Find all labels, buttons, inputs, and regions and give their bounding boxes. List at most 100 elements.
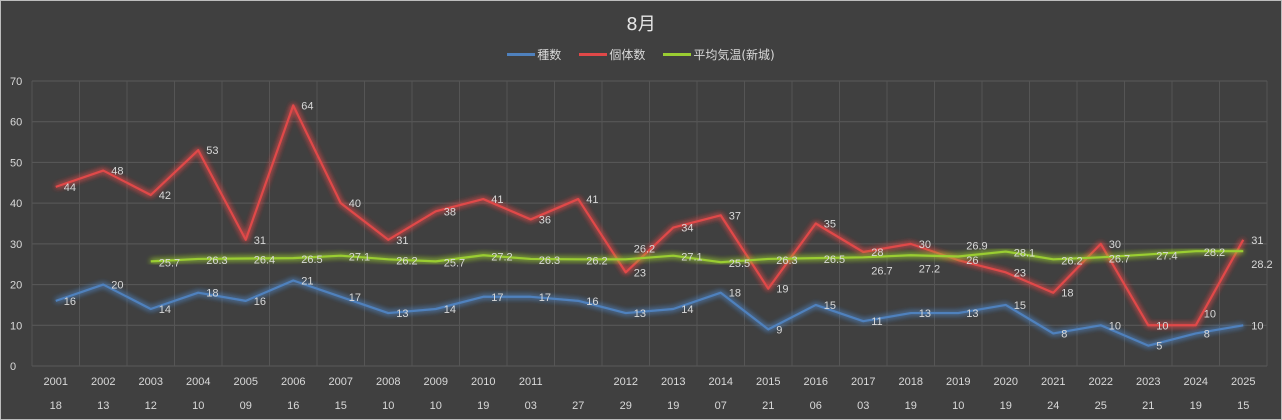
x-day-label: 19 <box>1190 400 1202 412</box>
data-label-2: 27.2 <box>919 263 940 275</box>
x-day-label: 06 <box>810 400 822 412</box>
data-label-2: 27.4 <box>1156 250 1177 262</box>
data-label-2: 28.2 <box>1251 259 1272 271</box>
x-year-label: 2016 <box>804 376 828 388</box>
data-label-1: 28 <box>871 247 883 259</box>
data-label-0: 8 <box>1061 328 1067 340</box>
legend-label-species: 種数 <box>537 48 562 62</box>
data-label-0: 5 <box>1156 341 1162 353</box>
x-day-label: 19 <box>477 400 489 412</box>
data-label-2: 26.3 <box>206 255 227 267</box>
x-year-label: 2005 <box>234 376 258 388</box>
data-label-0: 13 <box>966 308 978 320</box>
x-day-label: 19 <box>905 400 917 412</box>
x-year-label: 2017 <box>851 376 875 388</box>
x-year-label: 2022 <box>1089 376 1113 388</box>
data-label-0: 16 <box>254 296 266 308</box>
data-label-0: 8 <box>1204 328 1210 340</box>
data-label-1: 35 <box>824 219 836 231</box>
data-label-0: 15 <box>824 300 836 312</box>
x-year-label: 2012 <box>614 376 638 388</box>
series-line-1 <box>55 104 1245 327</box>
data-label-0: 13 <box>396 308 408 320</box>
chart-title: 8月 <box>626 14 656 35</box>
data-label-1: 31 <box>1251 235 1263 247</box>
x-year-label: 2018 <box>899 376 923 388</box>
x-year-label: 2011 <box>519 376 543 388</box>
data-label-0: 14 <box>444 304 456 316</box>
data-label-0: 14 <box>159 304 171 316</box>
x-day-label: 24 <box>1047 400 1059 412</box>
data-label-1: 40 <box>349 198 361 210</box>
data-label-1: 23 <box>634 267 646 279</box>
data-label-0: 21 <box>301 276 313 288</box>
x-day-label: 10 <box>430 400 442 412</box>
x-day-label: 12 <box>145 400 157 412</box>
data-label-1: 41 <box>491 194 503 206</box>
y-tick-label: 70 <box>10 76 22 88</box>
x-year-label: 2021 <box>1041 376 1065 388</box>
data-label-1: 38 <box>444 206 456 218</box>
data-label-1: 36 <box>539 214 551 226</box>
x-year-label: 2014 <box>709 376 733 388</box>
data-label-0: 17 <box>539 292 551 304</box>
x-day-label: 13 <box>97 400 109 412</box>
x-year-label: 2013 <box>661 376 685 388</box>
data-label-1: 34 <box>681 223 693 235</box>
x-year-label: 2007 <box>329 376 353 388</box>
data-label-0: 17 <box>491 292 503 304</box>
data-label-2: 27.1 <box>349 252 370 264</box>
x-day-label: 07 <box>715 400 727 412</box>
data-label-1: 10 <box>1156 320 1168 332</box>
data-label-2: 28.2 <box>1204 247 1225 259</box>
data-label-2: 27.1 <box>681 252 702 264</box>
data-label-2: 28.1 <box>1014 248 1035 260</box>
x-day-label: 29 <box>620 400 632 412</box>
x-year-label: 2023 <box>1136 376 1160 388</box>
legend-swatch-species <box>507 53 536 56</box>
data-label-0: 17 <box>349 292 361 304</box>
data-label-2: 26.2 <box>396 255 417 267</box>
data-label-2: 25.7 <box>159 257 180 269</box>
series-line-2 <box>150 250 1244 264</box>
data-label-1: 30 <box>919 239 931 251</box>
data-label-0: 15 <box>1014 300 1026 312</box>
x-year-label: 2002 <box>91 376 115 388</box>
data-label-0: 20 <box>111 280 123 292</box>
x-day-label: 15 <box>335 400 347 412</box>
x-year-label: 2001 <box>44 376 68 388</box>
y-tick-label: 10 <box>10 320 22 332</box>
data-label-0: 16 <box>64 296 76 308</box>
x-day-label: 16 <box>287 400 299 412</box>
x-day-label: 25 <box>1095 400 1107 412</box>
data-label-0: 14 <box>681 304 693 316</box>
legend-label-temperature: 平均気温(新城) <box>693 48 775 62</box>
legend-swatch-temperature <box>663 53 692 56</box>
data-label-2: 27.2 <box>491 251 512 263</box>
data-label-1: 26 <box>966 255 978 267</box>
legend-item-species: 種数 <box>507 46 561 63</box>
data-label-0: 16 <box>586 296 598 308</box>
data-label-2: 26.7 <box>871 265 892 277</box>
y-tick-label: 60 <box>10 117 22 129</box>
data-label-0: 11 <box>871 316 882 328</box>
data-label-2: 26.3 <box>539 255 560 267</box>
series-line-0 <box>55 279 1244 347</box>
data-label-0: 13 <box>634 308 646 320</box>
x-year-label: 2008 <box>376 376 400 388</box>
y-tick-label: 20 <box>10 280 22 292</box>
data-label-2: 26.7 <box>1109 253 1130 265</box>
data-label-0: 10 <box>1251 320 1263 332</box>
x-day-label: 10 <box>192 400 204 412</box>
data-label-2: 26.2 <box>1061 255 1082 267</box>
y-tick-label: 50 <box>10 157 22 169</box>
x-day-label: 10 <box>952 400 964 412</box>
data-label-1: 18 <box>1061 288 1073 300</box>
x-year-label: 2006 <box>281 376 305 388</box>
data-label-1: 37 <box>729 210 741 222</box>
x-year-label: 2019 <box>946 376 970 388</box>
data-label-2: 25.5 <box>729 258 750 270</box>
data-label-1: 41 <box>586 194 598 206</box>
